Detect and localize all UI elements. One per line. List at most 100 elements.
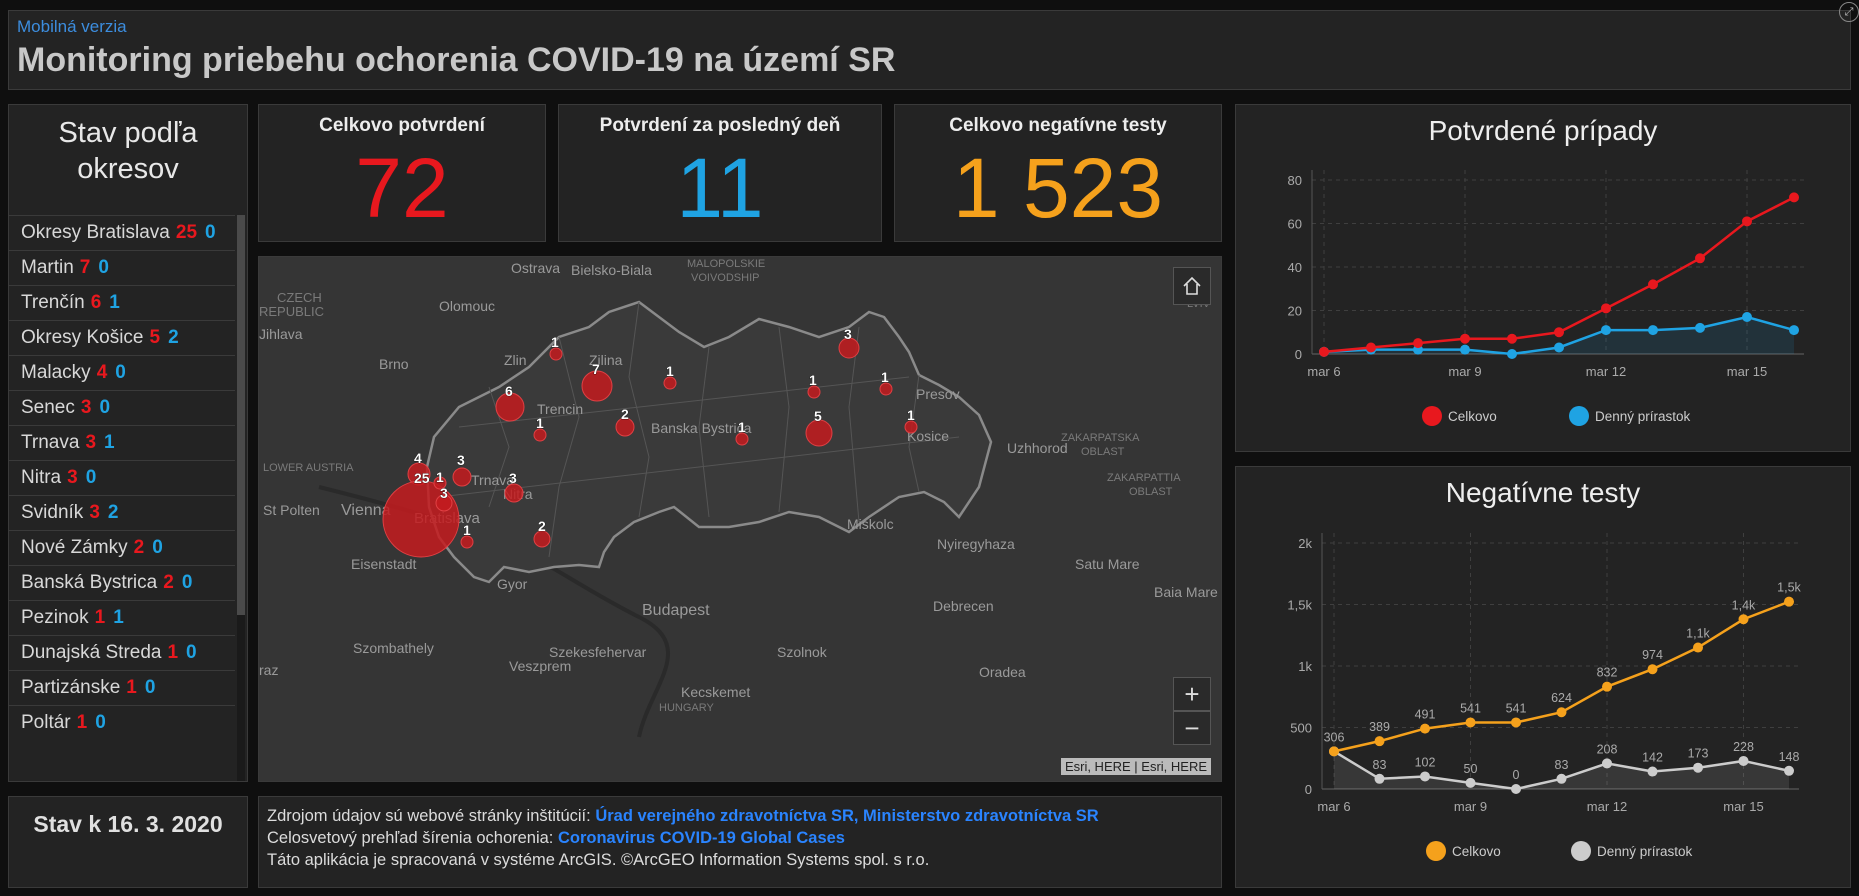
data-point xyxy=(1556,773,1567,784)
case-marker xyxy=(549,347,563,361)
data-label: 832 xyxy=(1597,666,1618,680)
case-marker xyxy=(460,535,474,549)
x-tick-label: mar 15 xyxy=(1727,364,1767,379)
place-label: Olomouc xyxy=(439,298,495,314)
district-total: 5 xyxy=(149,327,161,348)
map-canvas[interactable]: Ostrava Bielsko-Biala MALOPOLSKIE VOIVOD… xyxy=(259,257,1222,782)
marker-label: 3 xyxy=(457,452,465,468)
district-item[interactable]: Svidník 3 2 xyxy=(9,495,235,530)
district-total: 4 xyxy=(96,362,108,383)
district-item[interactable]: Nitra 3 0 xyxy=(9,460,235,495)
case-marker xyxy=(904,420,918,434)
expand-icon[interactable]: ⤢ xyxy=(1839,2,1859,22)
marker-label: 1 xyxy=(881,369,889,385)
scrollbar-thumb[interactable] xyxy=(237,215,245,615)
district-name: Trenčín xyxy=(21,292,85,313)
series-area xyxy=(1334,751,1789,789)
place-label: Trnava xyxy=(471,472,514,488)
marker-label: 2 xyxy=(538,518,546,534)
legend-swatch xyxy=(1422,406,1442,426)
district-name: Partizánske xyxy=(21,677,121,698)
case-marker xyxy=(879,382,893,396)
data-point xyxy=(1693,762,1703,773)
district-item[interactable]: Trenčín 6 1 xyxy=(9,285,235,320)
source-line-1-text: Zdrojom údajov sú webové stránky inštitú… xyxy=(267,807,596,825)
zoom-in-button[interactable]: + xyxy=(1173,677,1211,711)
map-place-labels: Ostrava Bielsko-Biala MALOPOLSKIE VOIVOD… xyxy=(259,258,1218,714)
district-item[interactable]: Poltár 1 0 xyxy=(9,705,235,740)
case-marker xyxy=(533,428,547,442)
district-daily: 0 xyxy=(98,257,109,278)
stat-daily: Potvrdení za posledný deň 11 xyxy=(558,104,882,242)
district-item[interactable]: Nové Zámky 2 0 xyxy=(9,530,235,565)
data-label: 50 xyxy=(1464,762,1478,776)
district-name: Poltár xyxy=(21,712,71,733)
data-point xyxy=(1695,322,1705,333)
district-item[interactable]: Okresy Košice 5 2 xyxy=(9,320,235,355)
district-item[interactable]: Malacky 4 0 xyxy=(9,355,235,390)
district-item[interactable]: Okresy Bratislava 25 0 xyxy=(9,215,235,250)
district-daily: 0 xyxy=(181,572,193,593)
zoom-out-button[interactable]: − xyxy=(1173,711,1211,745)
chart-confirmed[interactable]: 0 20 40 60 80 mar 6 mar 9 mar 12 mar 15 Celkovo De… xyxy=(1236,105,1850,451)
stat-negative-value: 1 523 xyxy=(952,141,1164,235)
case-marker xyxy=(838,337,860,359)
case-marker-labels: 1 7 1 3 6 1 1 2 5 1 1 4 25 1 3 3 3 1 1 2 xyxy=(414,326,916,539)
data-point xyxy=(1784,765,1794,776)
map-view[interactable]: Ostrava Bielsko-Biala MALOPOLSKIE VOIVOD… xyxy=(258,256,1222,782)
district-item[interactable]: Pezinok 1 1 xyxy=(9,600,235,635)
marker-label: 3 xyxy=(440,485,448,501)
place-label: Presov xyxy=(916,386,960,402)
district-name: Nitra xyxy=(21,467,62,488)
marker-label: 1 xyxy=(551,334,559,350)
place-label: Baia Mare xyxy=(1154,584,1218,600)
place-label: CZECH xyxy=(277,290,322,305)
header: Mobilná verzia Monitoring priebehu ochor… xyxy=(8,10,1851,90)
district-item[interactable]: Senec 3 0 xyxy=(9,390,235,425)
place-label: Szekesfehervar xyxy=(549,644,647,660)
data-label: 173 xyxy=(1688,747,1709,761)
district-item[interactable]: Banská Bystrica 2 0 xyxy=(9,565,235,600)
data-point xyxy=(1511,717,1521,728)
stat-confirmed-value: 72 xyxy=(355,141,449,235)
district-total: 3 xyxy=(67,467,78,488)
marker-label: 7 xyxy=(592,361,600,377)
district-daily: 2 xyxy=(107,502,119,523)
data-point xyxy=(1601,303,1611,314)
source-link-uvz[interactable]: Úrad verejného zdravotníctva SR, Ministe… xyxy=(595,807,1099,825)
source-link-global[interactable]: Coronavirus COVID-19 Global Cases xyxy=(557,829,845,847)
y-tick-label: 1k xyxy=(1298,659,1312,674)
place-label: HUNGARY xyxy=(659,702,714,714)
district-item[interactable]: Dunajská Streda 1 0 xyxy=(9,635,235,670)
place-label: ZAKARPATSKA xyxy=(1061,432,1140,444)
data-label: 208 xyxy=(1597,742,1618,756)
district-name: Senec xyxy=(21,397,75,418)
data-point xyxy=(1460,344,1470,355)
district-name: Dunajská Streda xyxy=(21,642,162,663)
series-area xyxy=(1324,317,1794,354)
district-item[interactable]: Martin 7 0 xyxy=(9,250,235,285)
district-daily: 0 xyxy=(186,642,197,663)
data-point xyxy=(1647,766,1658,777)
data-point xyxy=(1789,325,1799,336)
place-label: Banska Bystrica xyxy=(651,420,752,436)
place-label: Vienna xyxy=(341,502,391,519)
marker-label: 1 xyxy=(809,372,817,388)
data-point xyxy=(1738,614,1749,625)
data-label: 541 xyxy=(1506,701,1527,715)
district-item[interactable]: Partizánske 1 0 xyxy=(9,670,235,705)
x-tick-label: mar 6 xyxy=(1317,799,1350,814)
mobile-version-link[interactable]: Mobilná verzia xyxy=(17,17,127,36)
data-point xyxy=(1554,327,1564,338)
case-marker xyxy=(663,376,677,390)
data-label: 1,5k xyxy=(1777,581,1801,595)
x-tick-label: mar 9 xyxy=(1454,799,1487,814)
district-item[interactable]: Trnava 3 1 xyxy=(9,425,235,460)
stat-confirmed: Celkovo potvrdení 72 xyxy=(258,104,546,242)
map-home-button[interactable] xyxy=(1173,267,1211,305)
place-label: Kecskemet xyxy=(681,684,750,700)
chart-confirmed-title: Potvrdené prípady xyxy=(1428,115,1658,146)
district-name: Pezinok xyxy=(21,607,89,628)
case-marker xyxy=(435,494,453,512)
